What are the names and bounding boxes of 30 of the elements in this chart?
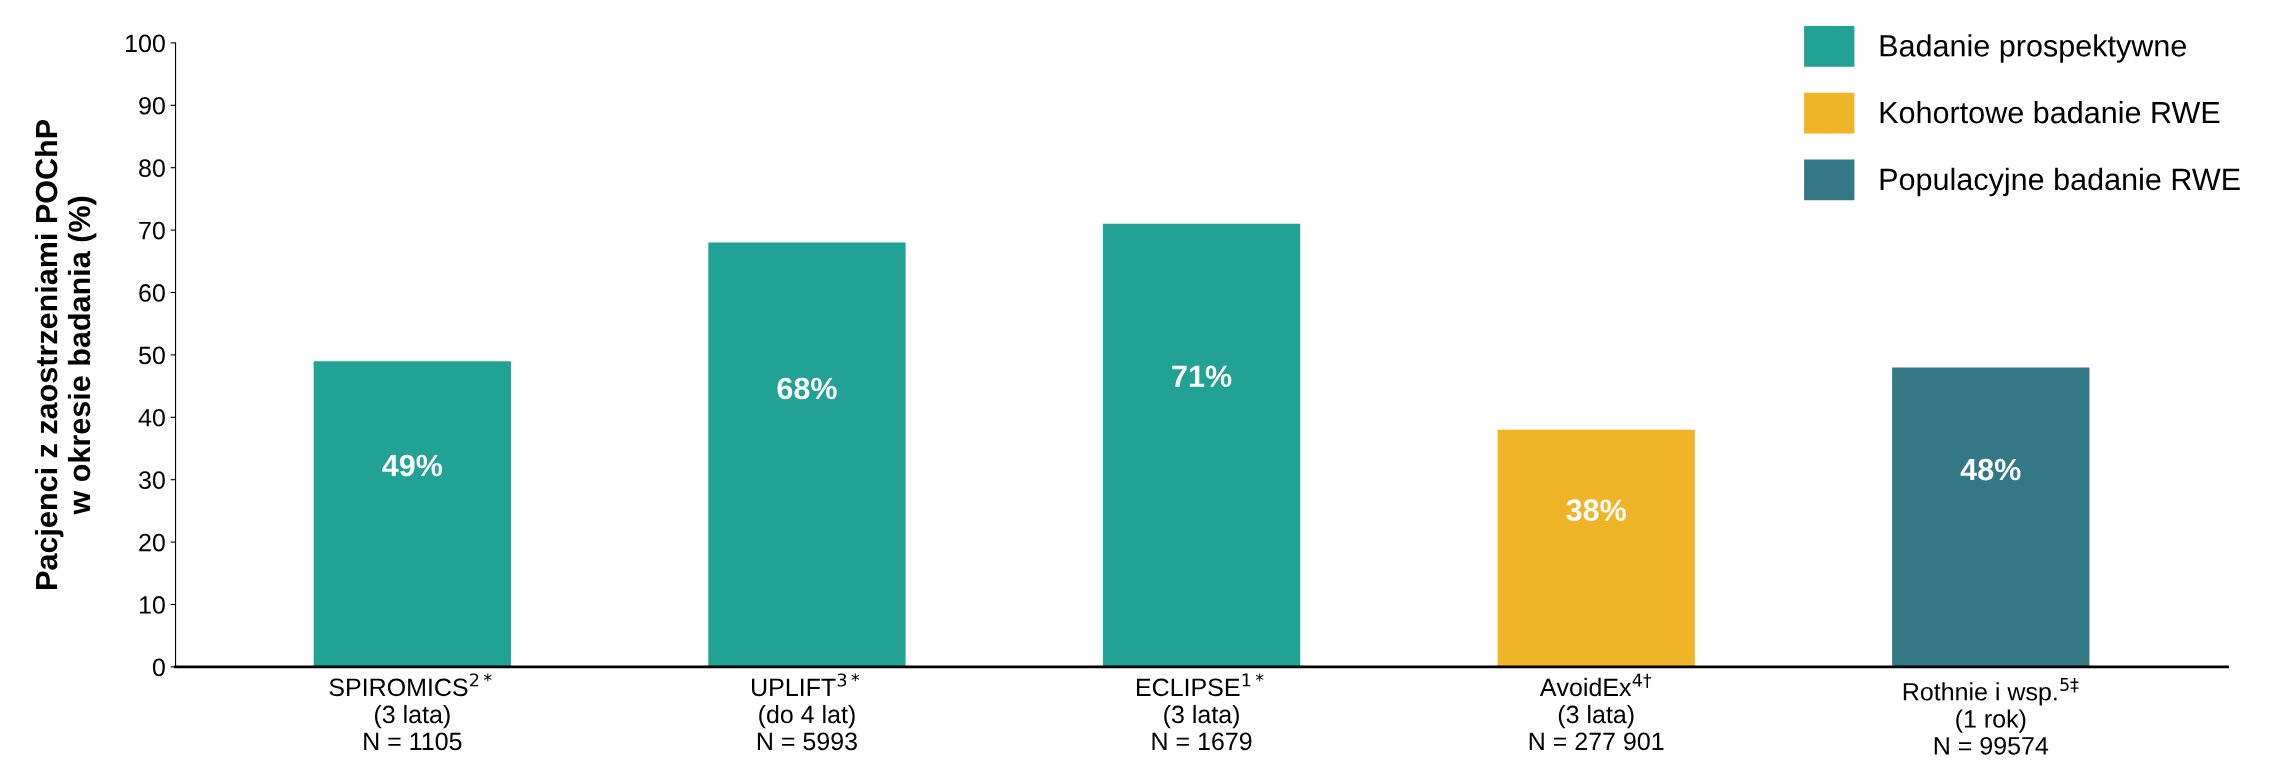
- data-label: 48%: [1960, 458, 2021, 481]
- x-tick-label: ECLIPSE$^{1*}$ (3 lata) N = 1679: [1136, 673, 1264, 751]
- y-tick-label: 0: [152, 658, 165, 677]
- bar: [1892, 367, 2090, 667]
- y-tick-label: 70: [139, 221, 165, 240]
- category-label: SPIROMICS$^{2*}$ (3 lata) N = 1105: [329, 673, 492, 751]
- x-tick-label: UPLIFT$^{3*}$ (do 4 lat) N = 5993: [752, 673, 860, 751]
- y-tick-label: 30: [138, 471, 165, 489]
- bar: [313, 361, 511, 667]
- y-tick-label: 40: [138, 408, 165, 427]
- x-tick-label: AvoidEx$^{4†}$ (3 lata) N = 277 901: [1529, 673, 1664, 751]
- y-axis-title: Pacjenci z zaostrzeniami POChP w okresie badania (%): [34, 119, 97, 589]
- bar: [708, 242, 906, 667]
- y-tick-label: 20: [139, 533, 165, 552]
- data-label: 68%: [777, 377, 837, 400]
- y-tick-label: 10: [139, 596, 165, 614]
- legend-label: Kohortowe badanie RWE: [1880, 100, 2220, 124]
- bar: [1102, 223, 1301, 667]
- data-label: 71%: [1172, 365, 1232, 388]
- data-label: 49%: [382, 454, 443, 477]
- y-tick-label: 90: [139, 96, 165, 115]
- y-tick-label: 100: [126, 34, 165, 53]
- bar: [1497, 429, 1695, 667]
- y-tick-label: 50: [139, 346, 165, 365]
- legend-label: Badanie prospektywne: [1880, 34, 2186, 63]
- category-label: Rothnie i wsp.$^{5‡}$ (1 rok) N = 99574: [1903, 678, 2079, 755]
- data-label: 38%: [1566, 499, 1626, 522]
- y-tick-label: 80: [139, 159, 165, 177]
- legend-label: Populacyjne badanie RWE: [1880, 167, 2240, 197]
- y-tick-label: 60: [139, 284, 165, 302]
